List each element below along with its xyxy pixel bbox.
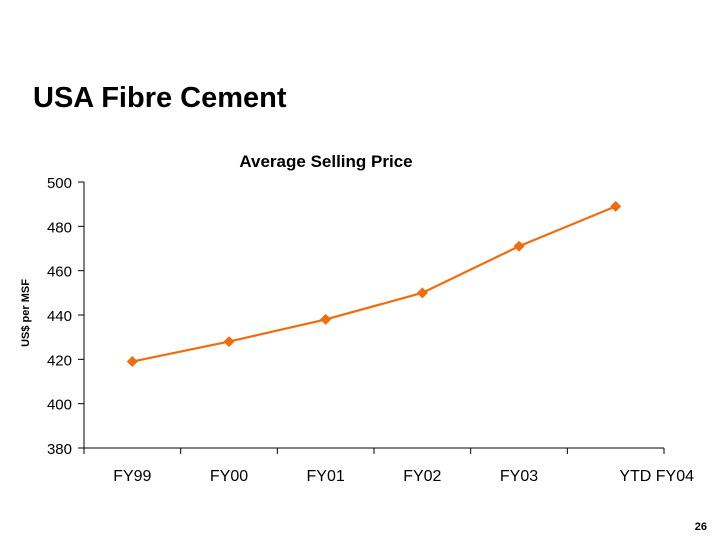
y-tick-label: 500 bbox=[47, 175, 72, 192]
data-point-marker bbox=[416, 287, 428, 299]
y-tick-label: 460 bbox=[47, 264, 72, 281]
x-tick-label: FY02 bbox=[403, 468, 441, 485]
x-ticks: FY99 FY00 FY01 FY02 FY03 YTD FY04 bbox=[83, 448, 694, 485]
data-point-marker bbox=[126, 356, 138, 368]
x-tick-label: FY01 bbox=[307, 468, 345, 485]
data-point-marker bbox=[610, 200, 622, 212]
series-line bbox=[132, 205, 617, 363]
y-tick-label: 420 bbox=[47, 352, 72, 369]
series-layer bbox=[126, 200, 622, 368]
data-point-marker bbox=[513, 240, 525, 252]
x-tick-label: YTD FY04 bbox=[619, 468, 694, 485]
data-point-marker bbox=[320, 313, 332, 325]
chart-title: Average Selling Price bbox=[239, 152, 412, 171]
y-axis-label: US$ per MSF bbox=[20, 279, 32, 347]
x-tick-label: FY03 bbox=[500, 468, 538, 485]
page-number: 26 bbox=[694, 521, 707, 533]
y-ticks: 380 400 420 440 460 480 500 bbox=[47, 175, 84, 458]
slide-title: USA Fibre Cement bbox=[33, 82, 287, 114]
x-tick-label: FY00 bbox=[210, 468, 248, 485]
y-tick-label: 480 bbox=[47, 219, 72, 236]
y-tick-label: 380 bbox=[47, 441, 72, 458]
data-point-marker bbox=[223, 336, 235, 348]
y-tick-label: 440 bbox=[47, 308, 72, 325]
y-tick-label: 400 bbox=[47, 397, 72, 414]
x-tick-label: FY99 bbox=[113, 468, 151, 485]
